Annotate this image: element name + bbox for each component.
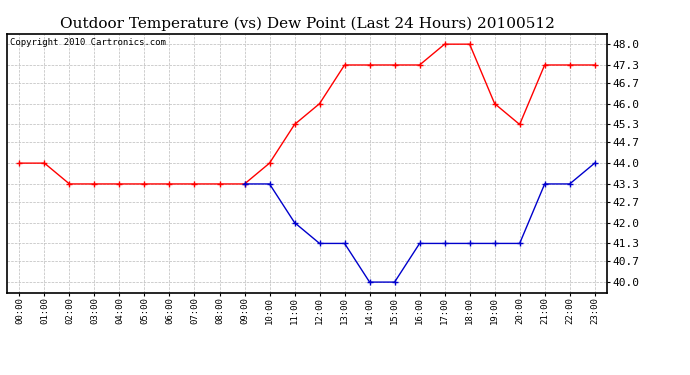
Title: Outdoor Temperature (vs) Dew Point (Last 24 Hours) 20100512: Outdoor Temperature (vs) Dew Point (Last… — [59, 17, 555, 31]
Text: Copyright 2010 Cartronics.com: Copyright 2010 Cartronics.com — [10, 38, 166, 46]
